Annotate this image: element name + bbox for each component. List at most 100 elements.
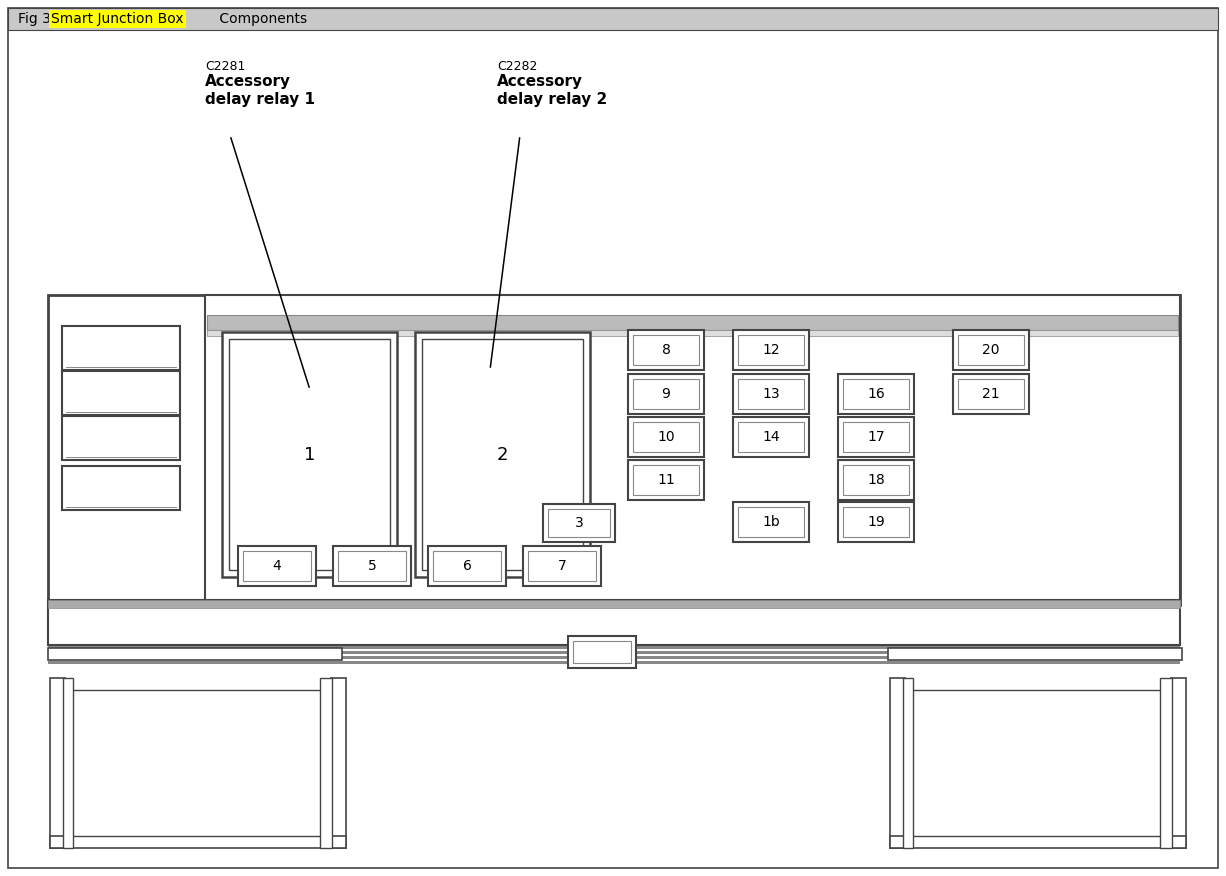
Bar [843,422,908,452]
Text: 11: 11 [657,473,674,487]
Bar [628,460,704,500]
Bar [733,417,809,457]
Text: C2281: C2281 [205,60,245,73]
Bar [433,551,501,581]
Bar [890,678,905,848]
Bar [48,646,1179,649]
Text: 1b: 1b [763,515,780,529]
Bar [628,330,704,370]
Bar [1160,678,1172,848]
Bar [50,678,65,848]
Bar [63,416,180,460]
Bar [331,678,346,848]
Bar [333,546,411,586]
Text: 9: 9 [662,387,671,401]
Text: 5: 5 [368,559,376,573]
Bar [843,379,908,409]
Bar [733,502,809,542]
Bar [568,636,636,668]
Bar [320,678,332,848]
Bar [428,546,506,586]
Bar [633,422,699,452]
Bar [843,465,908,495]
Bar [338,551,406,581]
Text: 16: 16 [867,387,885,401]
Text: C2282: C2282 [497,60,537,73]
Bar [414,332,590,577]
Bar [48,295,1179,605]
Bar [48,648,342,660]
Text: 17: 17 [867,430,885,444]
Bar [207,330,1178,336]
Text: Accessory: Accessory [205,74,291,89]
Bar [839,460,915,500]
Bar [953,330,1029,370]
Bar [904,678,913,848]
Bar [738,379,804,409]
Bar [422,339,584,570]
Bar [839,374,915,414]
Bar [958,379,1024,409]
Bar [48,656,1179,659]
Bar [1171,678,1186,848]
Text: 18: 18 [867,473,885,487]
Text: 21: 21 [982,387,1000,401]
Bar [63,326,180,370]
Bar [205,295,1179,605]
Bar [48,600,1179,608]
Bar [738,335,804,365]
Bar [958,335,1024,365]
Text: 10: 10 [657,430,674,444]
Bar [243,551,311,581]
Bar [733,330,809,370]
Bar [628,374,704,414]
Text: 8: 8 [662,343,671,357]
Text: Fig 3:: Fig 3: [18,12,60,26]
Bar [65,690,325,836]
Text: 3: 3 [575,516,584,530]
Bar [843,507,908,537]
Text: 19: 19 [867,515,885,529]
Bar [548,509,611,537]
Bar [63,678,74,848]
Text: 13: 13 [763,387,780,401]
Bar [543,504,615,542]
Bar [628,417,704,457]
Text: 14: 14 [763,430,780,444]
Text: 7: 7 [558,559,566,573]
Bar [633,465,699,495]
Text: Accessory: Accessory [497,74,584,89]
Bar [733,374,809,414]
Bar [238,546,316,586]
Bar [890,836,1186,848]
Text: Smart Junction Box: Smart Junction Box [51,12,184,26]
Text: 20: 20 [982,343,999,357]
Bar [524,546,601,586]
Bar [573,641,631,663]
Bar [207,315,1178,330]
Text: Components: Components [215,12,308,26]
Bar [222,332,397,577]
Bar [48,661,1179,664]
Bar [839,502,915,542]
Bar [905,690,1165,836]
Bar [633,335,699,365]
Text: 12: 12 [763,343,780,357]
Bar [839,417,915,457]
Bar [633,379,699,409]
Bar [888,648,1182,660]
Text: 6: 6 [462,559,472,573]
Bar [63,371,180,415]
Bar [9,8,1217,30]
Text: 2: 2 [497,446,509,463]
Bar [528,551,596,581]
Bar [50,836,346,848]
Bar [953,374,1029,414]
Bar [229,339,390,570]
Bar [48,651,1179,654]
Bar [738,422,804,452]
Text: 1: 1 [304,446,315,463]
Bar [63,466,180,510]
Bar [738,507,804,537]
Text: delay relay 1: delay relay 1 [205,92,315,107]
